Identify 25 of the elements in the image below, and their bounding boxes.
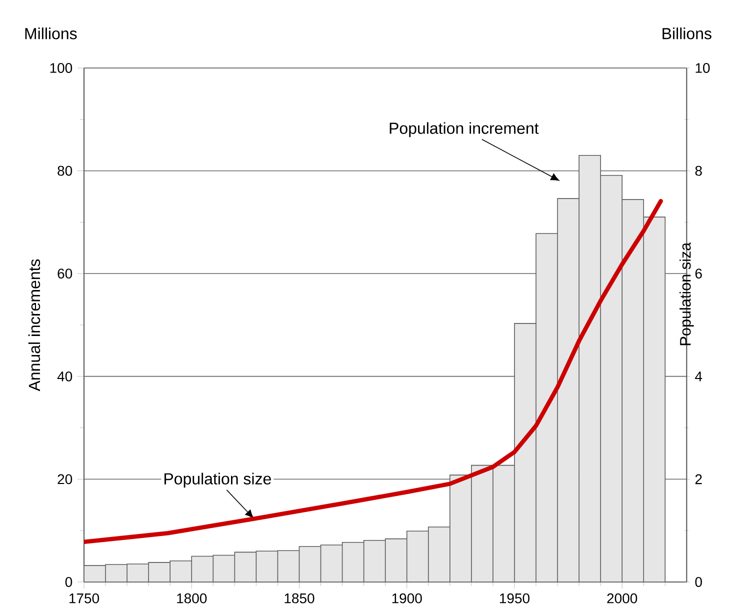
y2-tick-label: 6 [695, 268, 702, 279]
y2-tick-label: 0 [695, 577, 702, 587]
y2-tick-label: 8 [695, 166, 702, 176]
line-series [84, 198, 663, 544]
x-tick-label: 1750 [70, 593, 100, 604]
y-axis-title: Annual increments [28, 259, 40, 392]
y-tick-label: 0 [65, 577, 72, 587]
y-tick-label: 60 [58, 268, 72, 279]
x-tick-label: 1900 [392, 593, 422, 604]
x-tick-label: 1850 [284, 593, 314, 604]
x-tick-label: 1800 [177, 593, 207, 604]
y-tick-label: 80 [58, 166, 72, 176]
x-tick-label: 2000 [607, 593, 638, 604]
y-tick-label: 20 [58, 474, 72, 484]
text: Millions [25, 28, 77, 40]
y2-tick-label: 10 [696, 63, 710, 73]
text: Billions [662, 28, 712, 40]
y2-tick-label: 4 [695, 372, 702, 382]
annotation: Population size [164, 472, 271, 488]
annotation: Population increment [390, 122, 539, 138]
y-tick-label: 100 [50, 63, 72, 73]
y-tick-label: 40 [57, 371, 72, 382]
y2-tick-label: 2 [695, 474, 702, 484]
x-tick-label: 1950 [500, 593, 530, 604]
y2-axis-title: Population siza [680, 242, 694, 346]
